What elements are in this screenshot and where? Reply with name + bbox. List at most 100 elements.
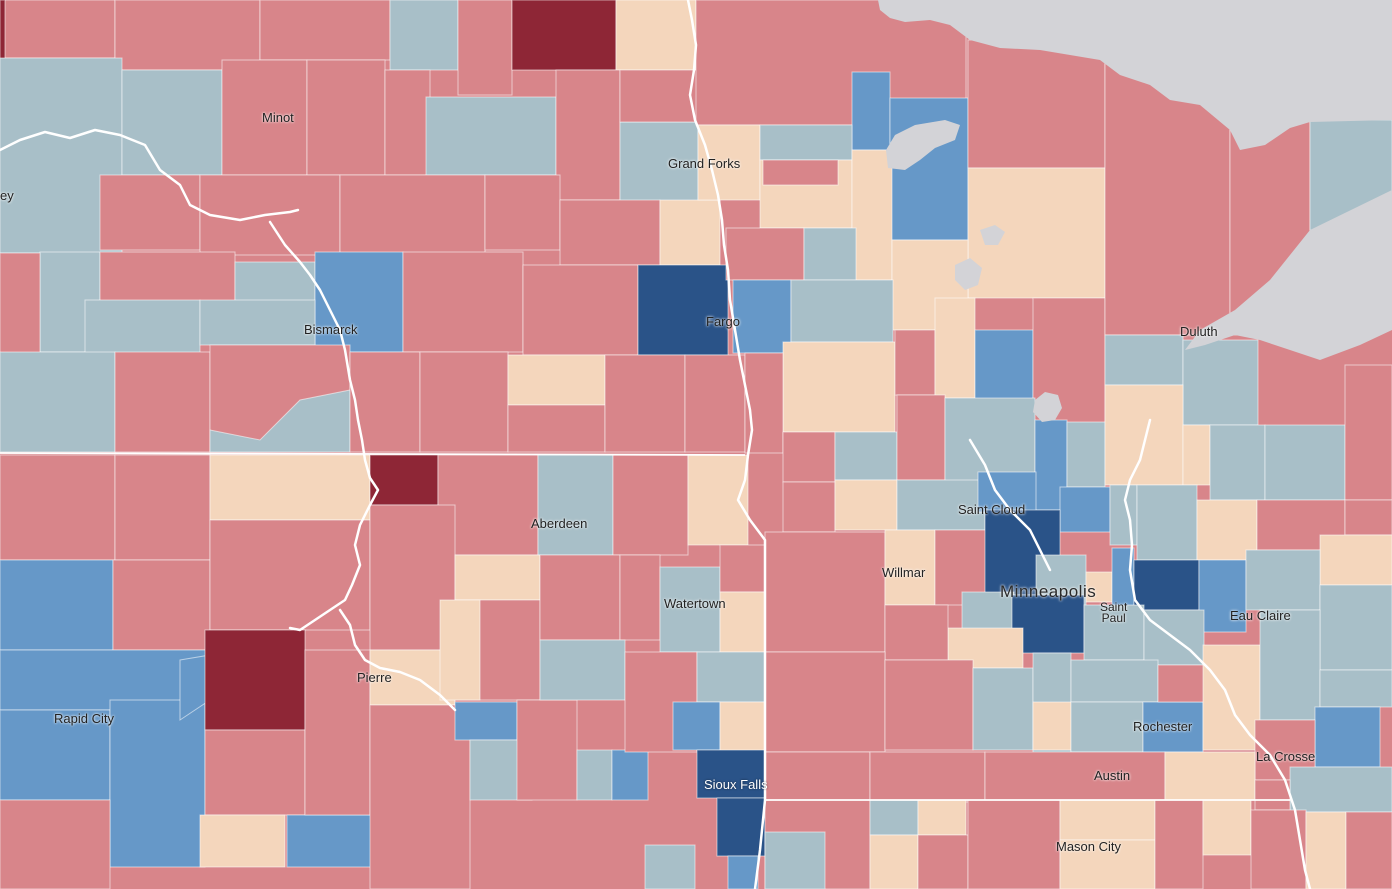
county xyxy=(109,699,206,868)
city-label-duluth: Duluth xyxy=(1180,324,1218,339)
county xyxy=(0,799,111,889)
county xyxy=(1059,486,1111,533)
county xyxy=(790,279,894,343)
county xyxy=(1032,701,1072,751)
county xyxy=(1059,799,1156,841)
river-layer xyxy=(0,0,1312,889)
county xyxy=(759,124,853,161)
county xyxy=(484,174,561,251)
county xyxy=(851,149,893,281)
lake-superior xyxy=(878,0,1392,150)
county xyxy=(204,629,306,731)
county xyxy=(425,96,557,176)
county xyxy=(576,749,613,801)
county xyxy=(615,0,697,71)
county xyxy=(507,404,606,453)
county xyxy=(306,59,386,176)
county xyxy=(727,855,759,889)
mississippi-upper-river xyxy=(968,438,1052,572)
county xyxy=(1070,659,1159,703)
county xyxy=(884,604,949,661)
county xyxy=(764,831,826,889)
county xyxy=(314,251,404,353)
county xyxy=(934,297,976,399)
county xyxy=(851,71,891,151)
mille-lacs-lake xyxy=(1033,392,1062,422)
county xyxy=(644,844,696,889)
county xyxy=(1314,706,1381,768)
city-label-rapid-city: Rapid City xyxy=(54,711,114,726)
county xyxy=(1104,384,1184,486)
city-label-grand-forks: Grand Forks xyxy=(668,156,741,171)
county xyxy=(114,454,211,561)
city-label-eau-claire: Eau Claire xyxy=(1230,608,1291,623)
county xyxy=(0,454,116,561)
county xyxy=(716,797,766,857)
county xyxy=(619,69,699,123)
county xyxy=(917,799,967,836)
city-label-minneapolis: Minneapolis xyxy=(1000,582,1097,601)
county xyxy=(1345,811,1392,889)
county xyxy=(782,431,836,483)
city-label-sioux-falls: Sioux Falls xyxy=(704,777,768,792)
county xyxy=(457,0,513,96)
county xyxy=(834,479,898,531)
county xyxy=(0,0,116,59)
county xyxy=(896,394,946,481)
county xyxy=(369,454,439,506)
county xyxy=(719,701,766,753)
county xyxy=(967,39,1106,169)
county xyxy=(0,559,114,651)
county xyxy=(834,431,898,481)
city-label-partial: ey xyxy=(0,188,14,203)
county xyxy=(507,354,606,406)
county xyxy=(1198,559,1247,633)
county xyxy=(1344,499,1392,536)
winnibigoshish-lake xyxy=(955,258,982,290)
county xyxy=(782,481,836,533)
county xyxy=(209,519,371,631)
county xyxy=(672,701,721,751)
county xyxy=(696,651,766,703)
county xyxy=(972,667,1034,751)
county xyxy=(764,531,886,653)
county xyxy=(99,251,236,303)
county xyxy=(869,751,986,803)
county xyxy=(1209,424,1266,501)
city-label-mason-city: Mason City xyxy=(1056,839,1122,854)
county xyxy=(719,544,766,593)
county xyxy=(559,199,661,266)
county xyxy=(121,69,223,176)
county xyxy=(1319,669,1392,708)
city-label-austin: Austin xyxy=(1094,768,1131,783)
city-label-saint-cloud: Saint Cloud xyxy=(958,502,1026,517)
county xyxy=(0,351,116,453)
county xyxy=(1344,364,1392,501)
missouri-river-upper xyxy=(0,128,300,222)
county xyxy=(454,554,541,601)
county xyxy=(1202,799,1252,856)
county xyxy=(402,251,524,353)
red-river xyxy=(686,0,767,889)
county xyxy=(1142,701,1204,753)
county xyxy=(539,554,621,641)
county xyxy=(1245,549,1321,611)
city-label-willmar: Willmar xyxy=(882,565,926,580)
county xyxy=(1011,594,1085,654)
city-label-aberdeen: Aberdeen xyxy=(531,516,588,531)
county xyxy=(944,397,1036,484)
county xyxy=(204,729,306,816)
county xyxy=(1264,424,1346,501)
city-label-rochester: Rochester xyxy=(1133,719,1193,734)
county xyxy=(1109,484,1138,546)
county xyxy=(537,454,614,556)
county xyxy=(516,699,578,801)
county xyxy=(0,252,41,354)
county xyxy=(869,799,919,836)
county xyxy=(725,227,805,281)
county xyxy=(419,351,509,453)
county xyxy=(1259,609,1321,721)
city-label-minot: Minot xyxy=(262,110,294,125)
